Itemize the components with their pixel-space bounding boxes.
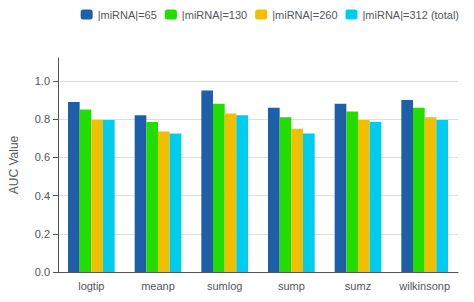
svg-text:sumz: sumz [345,280,371,292]
svg-text:1.0: 1.0 [35,75,50,87]
svg-text:|miRNA|=312 (total): |miRNA|=312 (total) [363,9,460,21]
svg-text:0.4: 0.4 [35,190,50,202]
svg-text:logtip: logtip [78,280,104,292]
svg-text:0.6: 0.6 [35,151,50,163]
svg-text:sump: sump [278,280,305,292]
svg-text:meanp: meanp [141,280,175,292]
svg-text:|miRNA|=130: |miRNA|=130 [182,9,247,21]
svg-text:0.0: 0.0 [35,266,50,278]
svg-text:|miRNA|=65: |miRNA|=65 [98,9,157,21]
svg-text:AUC Value: AUC Value [7,135,21,194]
svg-text:|miRNA|=260: |miRNA|=260 [272,9,337,21]
svg-text:0.2: 0.2 [35,228,50,240]
svg-text:sumlog: sumlog [207,280,242,292]
svg-text:0.8: 0.8 [35,113,50,125]
svg-text:wilkinsonp: wilkinsonp [398,280,450,292]
